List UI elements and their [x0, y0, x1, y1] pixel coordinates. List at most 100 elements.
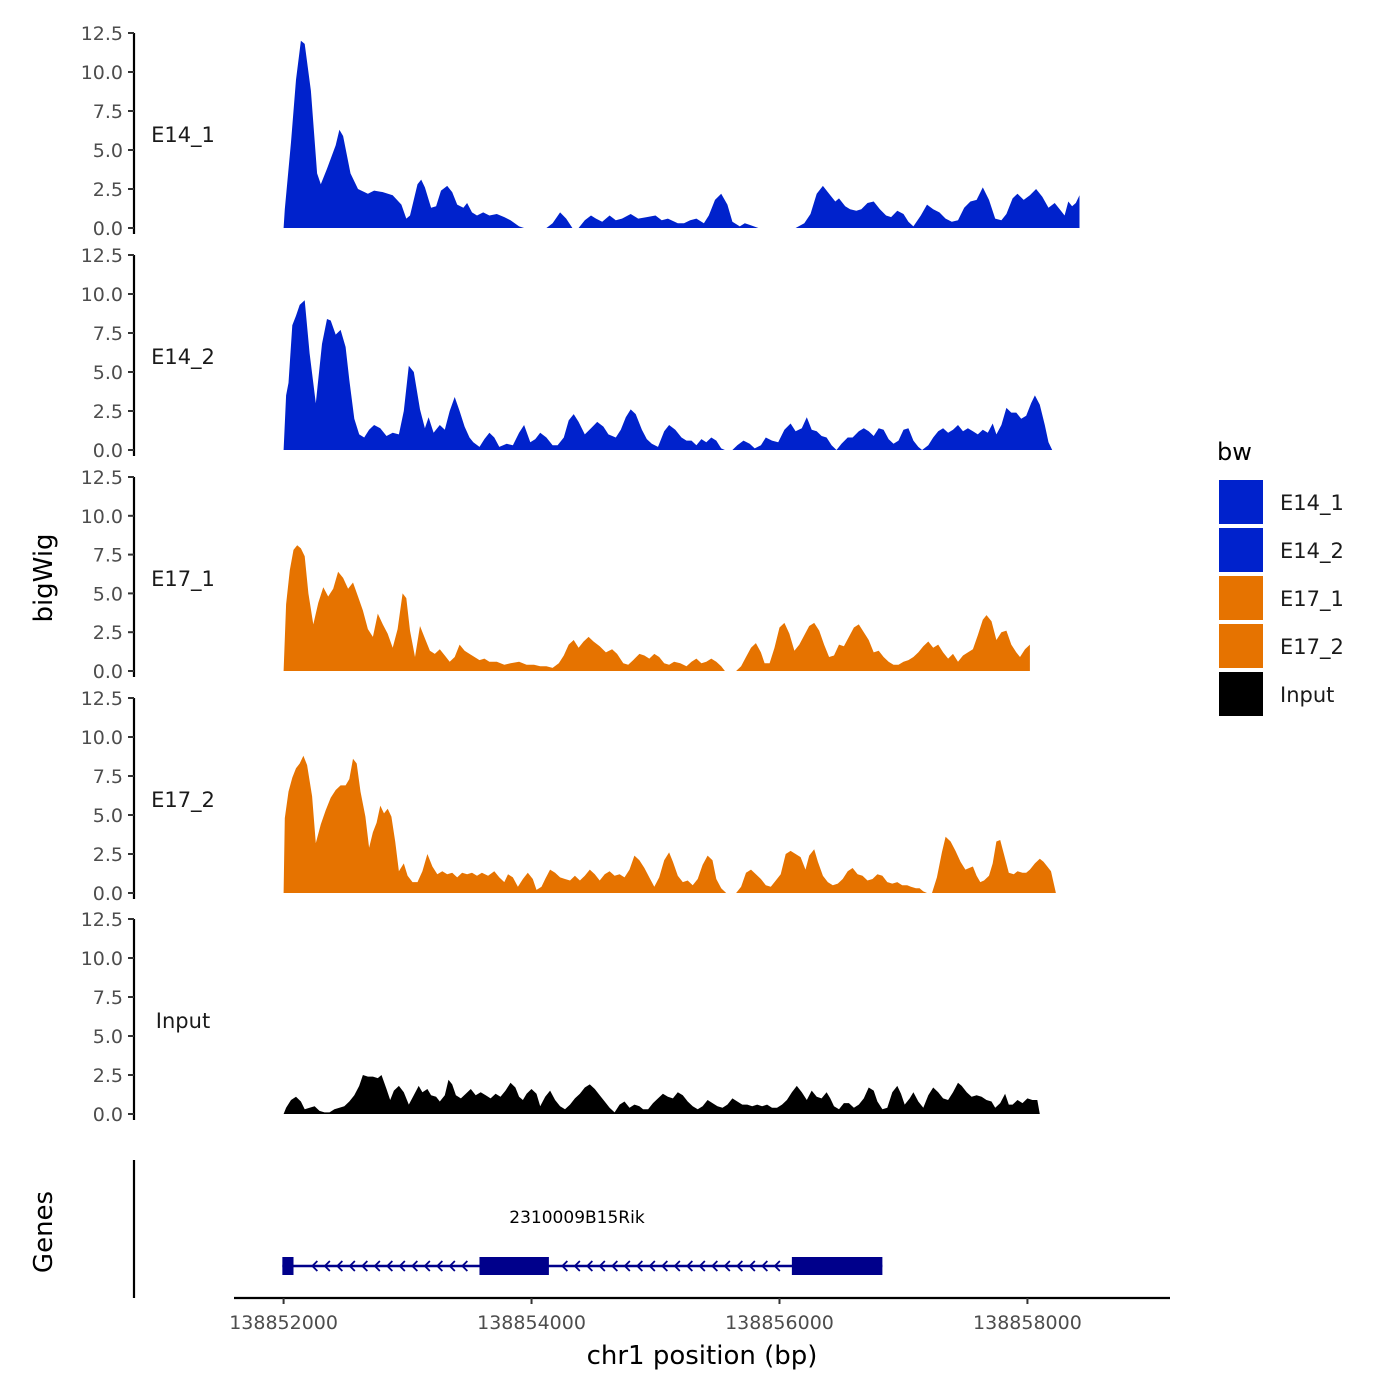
strand-arrow [461, 1260, 468, 1272]
gene-track: 2310009B15Rik [132, 1160, 883, 1298]
gene-exon [282, 1257, 294, 1275]
x-axis-title: chr1 position (bp) [587, 1341, 818, 1371]
y-tick-label: 12.5 [81, 909, 123, 931]
legend-label-E17_1: E17_1 [1280, 587, 1344, 612]
track-E17_2: 0.0 2.5 5.0 7.5 10.0 12.5 E17_2 [81, 688, 1056, 905]
track-label-E14_1: E14_1 [151, 123, 215, 148]
strand-arrow [573, 1260, 581, 1272]
track-label-Input: Input [156, 1009, 210, 1033]
strand-arrow [348, 1260, 356, 1272]
x-tick-label: 138856000 [725, 1312, 834, 1334]
y-tick-label: 7.5 [93, 766, 123, 788]
y-tick-label: 7.5 [93, 545, 123, 567]
y-tick-label: 10.0 [81, 727, 123, 749]
strand-arrow [686, 1260, 693, 1272]
y-tick-label: 10.0 [81, 948, 123, 970]
x-tick-label: 138854000 [477, 1312, 586, 1334]
strand-arrow [611, 1260, 618, 1272]
x-axis: 138852000 138854000 138856000 138858000 [229, 1296, 1170, 1334]
y-tick-label: 7.5 [93, 323, 123, 345]
strand-arrow [736, 1260, 743, 1272]
strand-arrow [673, 1260, 681, 1272]
y-tick-label: 12.5 [81, 23, 123, 45]
legend-label-Input: Input [1280, 683, 1334, 707]
track-E14_2: 0.0 2.5 5.0 7.5 10.0 12.5 E14_2 [81, 245, 1053, 462]
y-tick-label: 10.0 [81, 284, 123, 306]
y-tick-label: 12.5 [81, 245, 123, 267]
gene-name-label: 2310009B15Rik [509, 1208, 645, 1228]
legend-swatch-E14_2 [1219, 528, 1263, 572]
strand-arrow [598, 1260, 606, 1272]
strand-arrow [623, 1260, 631, 1272]
y-tick-label: 12.5 [81, 467, 123, 489]
y-axis-title: bigWig [29, 533, 59, 622]
signal-area-Input [283, 1075, 1040, 1114]
legend-label-E17_2: E17_2 [1280, 635, 1344, 660]
y-tick-label: 0.0 [93, 883, 123, 905]
strand-arrow [636, 1260, 643, 1272]
bigwig-tracks: 0.0 2.5 5.0 7.5 10.0 12.5 E14_1 0.0 2.5 5.0 7.5 10.… [81, 23, 1080, 1126]
strand-arrow [361, 1260, 368, 1272]
y-tick-label: 0.0 [93, 440, 123, 462]
y-tick-label: 0.0 [93, 1104, 123, 1126]
y-tick-label: 5.0 [93, 140, 123, 162]
y-tick-label: 7.5 [93, 101, 123, 123]
signal-area-E17_1 [283, 545, 1030, 671]
track-E14_1: 0.0 2.5 5.0 7.5 10.0 12.5 E14_1 [81, 23, 1080, 240]
y-tick-label: 5.0 [93, 583, 123, 605]
legend-title: bw [1217, 438, 1252, 466]
strand-arrow [448, 1260, 456, 1272]
strand-arrow [411, 1260, 418, 1272]
strand-arrow [561, 1260, 568, 1272]
gene-exon [791, 1257, 883, 1275]
legend-swatch-E14_1 [1219, 480, 1263, 524]
legend-swatch-Input [1219, 672, 1263, 716]
legend: bw E14_1 E14_2 E17_1 E17_2 Input [1217, 438, 1344, 716]
strand-arrow [648, 1260, 656, 1272]
strand-arrow [386, 1260, 393, 1272]
strand-arrow [423, 1260, 431, 1272]
signal-area-E14_2 [283, 300, 1053, 450]
y-tick-label: 5.0 [93, 362, 123, 384]
strand-arrow [373, 1260, 381, 1272]
x-tick-label: 138858000 [973, 1312, 1082, 1334]
y-tick-label: 10.0 [81, 62, 123, 84]
genes-axis-title: Genes [29, 1191, 59, 1273]
strand-arrow [661, 1260, 668, 1272]
strand-arrow [586, 1260, 593, 1272]
y-tick-label: 5.0 [93, 805, 123, 827]
strand-arrow [698, 1260, 706, 1272]
track-label-E17_2: E17_2 [151, 788, 215, 813]
y-tick-label: 10.0 [81, 506, 123, 528]
strand-arrow [761, 1260, 768, 1272]
y-tick-label: 2.5 [93, 844, 123, 866]
y-tick-label: 2.5 [93, 1065, 123, 1087]
strand-arrow [398, 1260, 406, 1272]
y-tick-label: 0.0 [93, 218, 123, 240]
strand-arrow [436, 1260, 443, 1272]
x-tick-label: 138852000 [229, 1312, 338, 1334]
y-tick-label: 2.5 [93, 622, 123, 644]
strand-arrow [323, 1260, 331, 1272]
y-tick-label: 5.0 [93, 1026, 123, 1048]
legend-swatch-E17_2 [1219, 624, 1263, 668]
y-tick-label: 12.5 [81, 688, 123, 710]
strand-arrow [711, 1260, 718, 1272]
track-Input: 0.0 2.5 5.0 7.5 10.0 12.5 Input [81, 909, 1040, 1126]
signal-area-E17_2 [283, 755, 1056, 893]
y-tick-label: 2.5 [93, 179, 123, 201]
track-label-E17_1: E17_1 [151, 567, 215, 592]
strand-arrow [723, 1260, 731, 1272]
strand-arrow [748, 1260, 756, 1272]
legend-label-E14_1: E14_1 [1280, 491, 1344, 516]
gene-exon [479, 1257, 549, 1275]
strand-arrow [311, 1260, 318, 1272]
legend-swatch-E17_1 [1219, 576, 1263, 620]
track-E17_1: 0.0 2.5 5.0 7.5 10.0 12.5 E17_1 [81, 467, 1030, 683]
legend-label-E14_2: E14_2 [1280, 539, 1344, 564]
y-tick-label: 0.0 [93, 661, 123, 683]
signal-area-E14_1 [283, 40, 1080, 228]
strand-arrow [773, 1260, 781, 1272]
strand-arrow [336, 1260, 343, 1272]
